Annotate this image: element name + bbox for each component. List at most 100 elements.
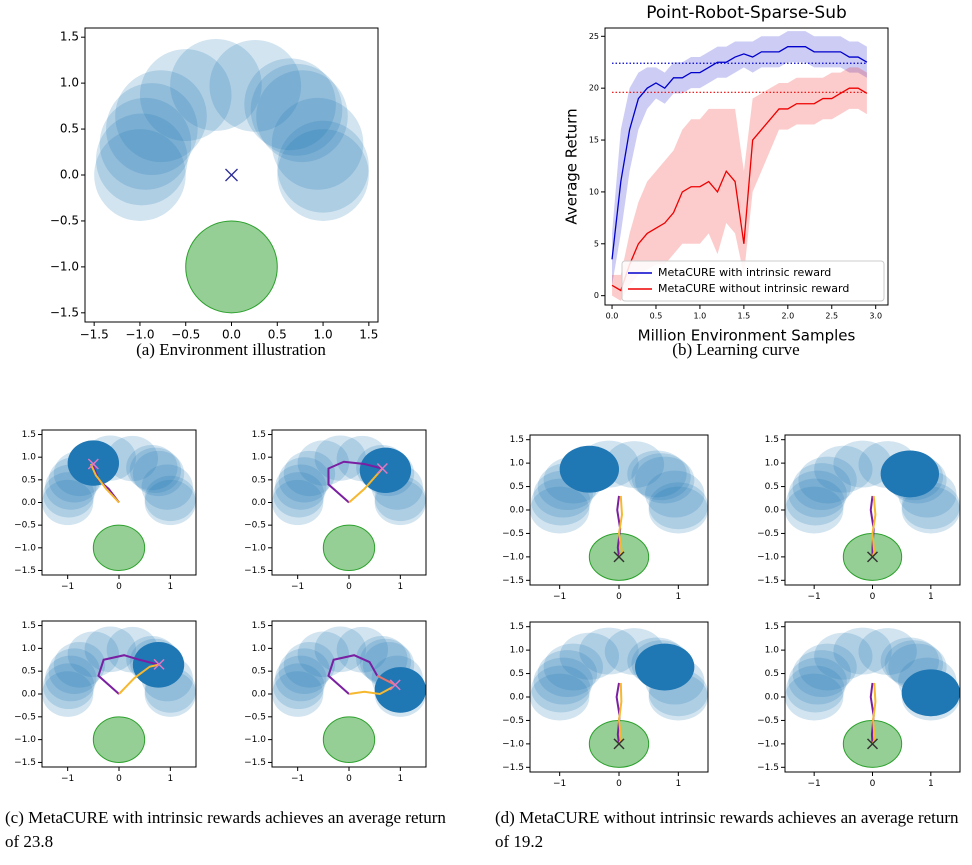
y-tick-label: 1.5 [252, 621, 266, 631]
goal-circle [814, 445, 873, 493]
y-tick-label: −1.5 [244, 758, 266, 768]
plot-area [530, 440, 708, 581]
y-tick-label: 0.0 [510, 506, 525, 516]
caption: (d) MetaCURE without intrinsic rewards a… [495, 808, 959, 851]
goal-circle [648, 482, 708, 530]
y-tick-label: 1.5 [765, 435, 779, 445]
goal-circle [99, 97, 192, 190]
y-tick-label: −1.5 [757, 763, 779, 773]
y-tick-label: −1.0 [14, 735, 36, 745]
goal-circle [94, 129, 186, 221]
cross-marker [376, 462, 388, 475]
x-tick-label: −1.0 [125, 328, 154, 342]
y-tick-label: 0.0 [252, 498, 267, 508]
goal-circle [833, 440, 892, 488]
y-tick-label: −1.0 [14, 543, 36, 553]
x-tick-label: 1 [397, 582, 403, 592]
plot-area [94, 39, 369, 314]
highlight-goal [880, 450, 939, 498]
y-tick-label: 0.5 [60, 122, 79, 136]
goal-circle [635, 456, 695, 504]
trajectory [871, 682, 877, 745]
legend-box [621, 260, 885, 302]
axes-frame [784, 434, 961, 586]
goal-circle [95, 113, 188, 206]
cross-marker [87, 458, 99, 470]
y-tick-label: 1.0 [22, 644, 37, 654]
highlight-goal [635, 643, 695, 691]
x-tick-label: 1 [167, 582, 173, 592]
goal-circle [43, 472, 95, 518]
y-tick-label: 1.5 [252, 430, 266, 440]
highlight-goal [901, 669, 960, 717]
chart-title: Point-Robot-Sparse-Sub [646, 3, 847, 23]
x-tick-label: 0 [346, 774, 352, 784]
caption: (b) Learning curve [672, 340, 800, 359]
y-tick-label: −0.5 [757, 716, 779, 726]
x-tick-label: −1 [553, 592, 566, 602]
trajectory [348, 467, 384, 504]
x-tick-label: −0.5 [171, 328, 200, 342]
goal-circle [798, 643, 857, 691]
trajectory [118, 663, 161, 695]
target-circle [185, 220, 278, 314]
x-tick-label: −1.5 [80, 328, 109, 342]
x-tick-label: −1 [808, 592, 821, 602]
goal-circle [627, 450, 687, 498]
goal-circle [530, 673, 590, 721]
x-tick-label: 0.0 [606, 311, 619, 320]
y-tick-label: 5 [594, 239, 599, 248]
goal-circle [272, 479, 324, 526]
cross-marker [225, 168, 238, 182]
plot-area [272, 435, 426, 571]
y-tick-label: 1.0 [252, 453, 267, 463]
y-tick-label: 1.5 [22, 621, 36, 631]
goal-circle [144, 475, 196, 522]
x-tick-label: 1.5 [737, 311, 750, 320]
highlight-goal [359, 447, 412, 493]
goal-circle [297, 440, 350, 486]
goal-circle [144, 479, 196, 526]
goal-circle [858, 628, 917, 675]
goal-circle [106, 83, 198, 175]
x-tick-label: 1 [167, 774, 173, 784]
y-tick-label: 0.0 [22, 690, 37, 700]
plot-area [42, 435, 196, 571]
y-tick-label: 1.5 [60, 30, 79, 44]
axes-frame [84, 27, 379, 323]
y-tick-label: 0.5 [765, 669, 779, 679]
y-tick-label: 1.0 [510, 459, 525, 469]
goal-circle [537, 650, 598, 697]
goal-circle [792, 463, 851, 510]
axes-frame [41, 429, 197, 576]
goal-circle [126, 444, 178, 491]
goal-circle [631, 453, 691, 501]
axes-frame [271, 620, 427, 768]
y-tick-label: 0.5 [252, 475, 266, 485]
axes-frame [41, 620, 197, 768]
goal-circle [530, 486, 590, 534]
y-tick-label: −1.0 [757, 552, 779, 562]
goal-circle [283, 450, 336, 497]
y-tick-label: 0 [594, 291, 599, 300]
cross-marker [389, 679, 401, 691]
y-tick-label: 0.5 [22, 475, 36, 485]
goal-circle [209, 39, 302, 132]
goal-circle [604, 441, 665, 488]
trajectory [376, 674, 396, 686]
x-tick-label: 1 [675, 779, 681, 789]
y-tick-label: −0.5 [14, 521, 36, 531]
goal-circle [129, 447, 182, 493]
goal-circle [271, 97, 364, 190]
y-tick-label: 20 [589, 84, 599, 93]
y-tick-label: −1.0 [502, 739, 524, 749]
goal-circle [106, 435, 159, 482]
goal-circle [42, 479, 94, 526]
x-tick-label: 3.0 [869, 311, 882, 320]
x-tick-label: 0.5 [268, 328, 287, 342]
y-tick-label: 1.0 [60, 76, 79, 90]
goal-circle [42, 671, 94, 717]
trajectory [327, 460, 383, 504]
